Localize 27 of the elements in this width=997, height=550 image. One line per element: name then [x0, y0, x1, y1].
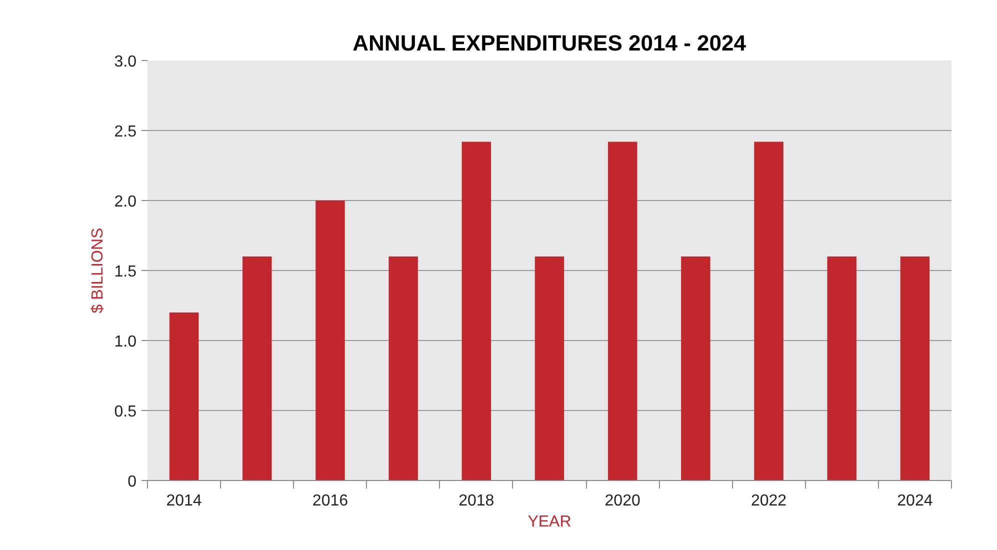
y-tick-label: 3.0 [114, 54, 137, 70]
y-tick-label: 2.5 [114, 124, 137, 140]
bar [388, 256, 418, 480]
bar [608, 142, 638, 480]
x-tick-label: 2014 [166, 492, 202, 510]
y-tick-label: 0.5 [114, 404, 137, 420]
y-tick-label: 1.0 [114, 334, 137, 350]
bar [681, 256, 710, 480]
y-tick-label: 2.0 [114, 194, 137, 210]
x-tick-label: 2020 [604, 492, 640, 510]
y-axis-title: $ BILLIONS [89, 228, 106, 314]
bar [754, 142, 784, 480]
x-tick-label: 2016 [312, 492, 348, 510]
bar [169, 312, 199, 480]
x-tick-label: 2024 [897, 492, 933, 510]
y-tick-label: 1.5 [114, 264, 137, 280]
bar [827, 256, 856, 480]
y-tick-label: 0 [128, 474, 137, 490]
bar [534, 256, 564, 480]
chart-title: ANNUAL EXPENDITURES 2014 - 2024 [352, 30, 747, 56]
x-tick-label: 2018 [458, 492, 494, 510]
x-axis-title: YEAR [528, 514, 572, 530]
bar [462, 142, 492, 480]
bar [900, 256, 930, 480]
x-tick-label: 2022 [750, 492, 787, 510]
bar [242, 256, 272, 480]
bar [316, 200, 345, 480]
